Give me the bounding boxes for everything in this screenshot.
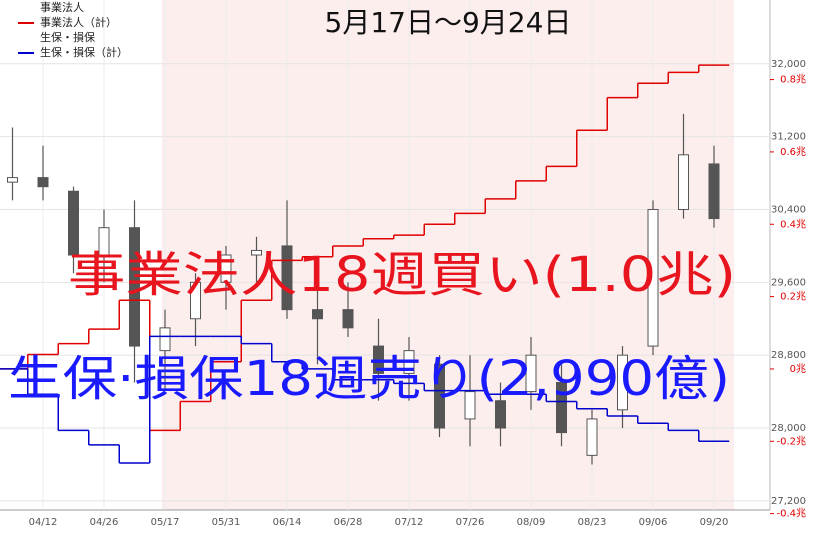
candle-body [251, 249, 262, 256]
candle-body [556, 382, 567, 434]
y-tick-label: 28,800 [771, 350, 806, 361]
x-tick-label: 06/14 [273, 517, 302, 528]
annotation: 生保·損保18週売り(2,990億) [8, 351, 730, 407]
x-tick-label: 05/31 [212, 517, 241, 528]
x-tick-label: 04/26 [90, 517, 119, 528]
candle-body [342, 309, 354, 329]
legend-label: 生保・損保（計） [40, 45, 128, 59]
y-tick-label: 28,000 [771, 423, 806, 434]
candle-body [586, 418, 598, 456]
candle-body [647, 208, 659, 347]
y2-tick-label: 0.4兆 [780, 218, 806, 230]
y2-tick-label: 0.8兆 [780, 74, 806, 86]
candle-body [464, 391, 476, 420]
x-tick-label: 05/17 [151, 517, 180, 528]
candle-body [281, 245, 293, 311]
candle-body [98, 227, 110, 256]
candle-body [37, 177, 49, 188]
y2-tick-label: 0兆 [790, 363, 806, 375]
y-tick-label: 31,200 [771, 132, 806, 143]
x-tick-label: 09/20 [700, 517, 729, 528]
x-tick-label: 09/06 [639, 517, 668, 528]
candle-body [220, 254, 232, 283]
y2-tick-label: -0.2兆 [776, 435, 806, 447]
candle-body [68, 190, 79, 256]
candle-body [495, 400, 506, 429]
x-tick-label: 08/23 [578, 517, 607, 528]
candle-body [525, 354, 537, 393]
x-tick-label: 08/09 [517, 517, 546, 528]
y-tick-label: 32,000 [771, 59, 806, 70]
candle-body [617, 354, 628, 411]
candle-body [159, 327, 171, 352]
candle-body [708, 163, 720, 220]
candle-body [678, 154, 689, 210]
y-tick-label: 29,600 [771, 277, 806, 288]
annotation: 事業法人18週買い(1.0兆) [68, 247, 736, 303]
candle-body [190, 281, 201, 320]
y2-tick-label: -0.4兆 [776, 508, 806, 520]
legend-label: 事業法人 [40, 0, 84, 14]
x-tick-label: 07/12 [395, 517, 424, 528]
y2-tick-label: 0.2兆 [780, 291, 806, 303]
candle-body [129, 227, 140, 347]
x-tick-label: 04/12 [29, 517, 58, 528]
candle-body [7, 177, 18, 183]
candle-body [373, 345, 384, 374]
legend-label: 事業法人（計） [40, 15, 117, 29]
legend-label: 生保・損保 [40, 30, 95, 44]
candle-body [434, 363, 445, 429]
y-tick-label: 27,200 [771, 496, 806, 507]
x-tick-label: 06/28 [334, 517, 363, 528]
chart-title: 5月17日～9月24日 [325, 6, 572, 39]
candle-body [403, 350, 415, 374]
x-tick-label: 07/26 [456, 517, 485, 528]
candle-body [312, 309, 323, 320]
y-tick-label: 30,400 [771, 204, 806, 215]
y2-tick-label: 0.6兆 [780, 146, 806, 158]
